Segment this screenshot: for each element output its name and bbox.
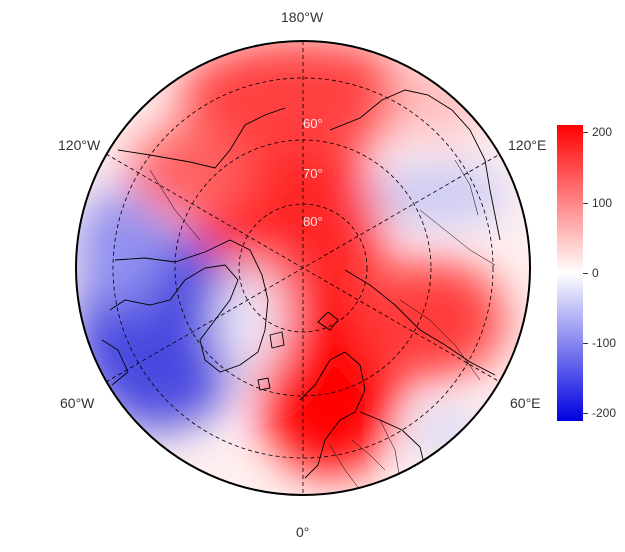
lon-label-top: 180°W bbox=[281, 9, 324, 25]
colorbar-tick-mark bbox=[583, 132, 588, 133]
lon-label-upper-left: 120°W bbox=[58, 137, 101, 153]
colorbar-tick-label: 200 bbox=[592, 125, 613, 139]
colorbar-tick-label: 100 bbox=[592, 196, 613, 210]
lon-label-lower-left: 60°W bbox=[60, 395, 95, 411]
lon-label-upper-right: 120°E bbox=[508, 137, 547, 153]
colorbar-tick-label: 0 bbox=[592, 266, 599, 280]
colorbar-tick-label: -100 bbox=[592, 336, 617, 350]
colorbar-tick-mark bbox=[583, 413, 588, 414]
map-boundary bbox=[75, 40, 531, 496]
borders bbox=[149, 159, 496, 491]
colorbar-tick-label: -200 bbox=[592, 406, 617, 420]
lat-label-80: 80° bbox=[303, 214, 323, 229]
coastlines bbox=[101, 89, 501, 479]
lon-label-lower-right: 60°E bbox=[510, 395, 541, 411]
colorbar-tick-mark bbox=[583, 273, 588, 274]
colorbar bbox=[557, 125, 583, 421]
lat-label-60: 60° bbox=[303, 116, 323, 131]
colorbar-tick-mark bbox=[583, 343, 588, 344]
colorbar-tick-mark bbox=[583, 203, 588, 204]
anomaly-field bbox=[76, 41, 530, 495]
lat-label-70: 70° bbox=[303, 166, 323, 181]
lon-label-bottom: 0° bbox=[296, 524, 310, 540]
graticule bbox=[105, 41, 501, 495]
